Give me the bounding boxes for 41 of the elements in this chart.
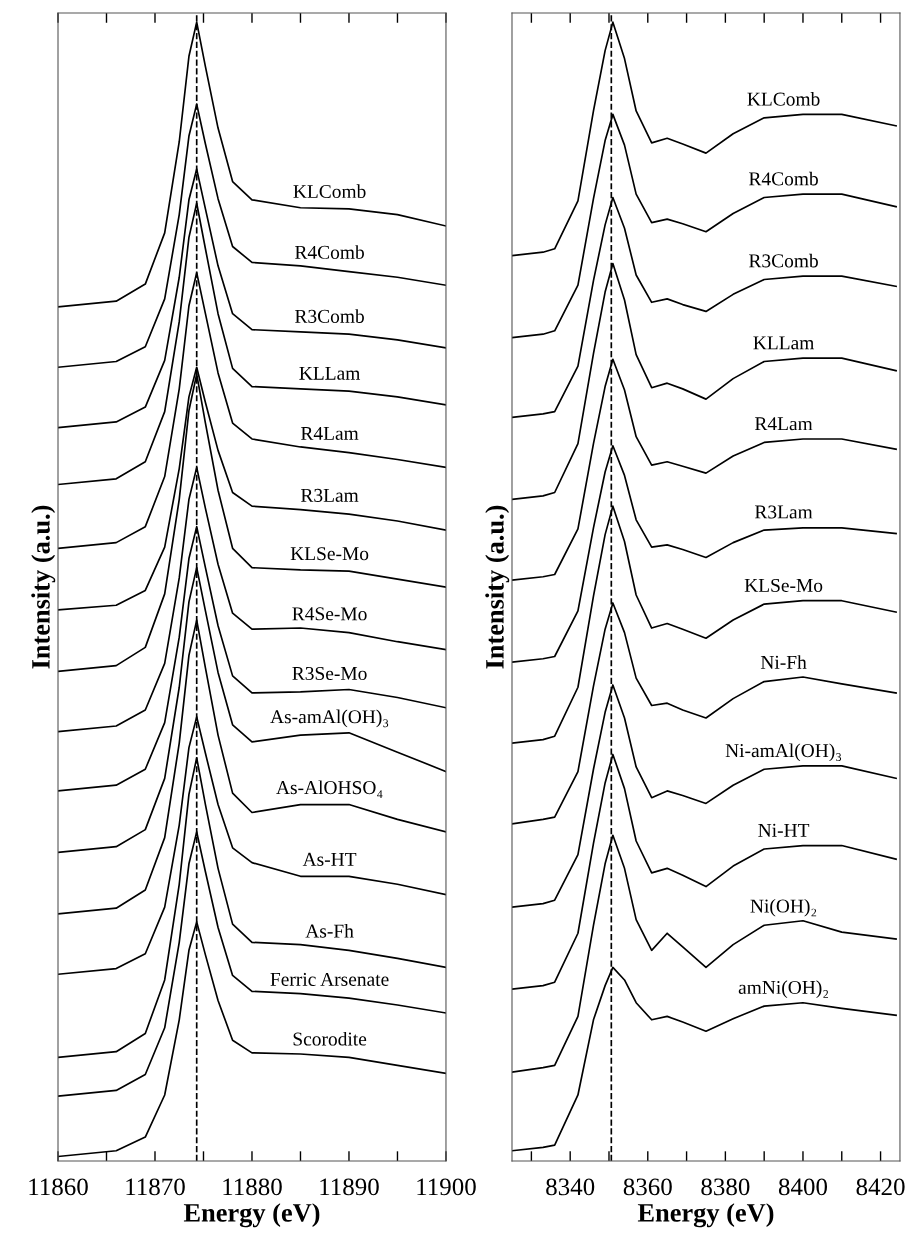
series-label: R3Lam [300,488,359,502]
series-label: Ni-amAl(OH)₃ [725,743,842,762]
x-tick-label: 8360 [623,1178,672,1196]
y-axis-title: Intensity (a.u.) [31,505,56,669]
series-label: R3Comb [295,309,364,323]
series-label: As-Fh [305,923,354,938]
x-tick-label: 11900 [417,1178,476,1196]
series-label: Scorodite [293,1031,367,1046]
series-label: As-AlOHSO₄ [276,780,383,798]
series-label: R3Lam [754,505,813,519]
series-label: Ni-HT [758,823,810,837]
x-tick-label: 8340 [546,1178,595,1196]
series-label: KLLam [299,366,361,380]
x-tick-label: 8380 [701,1178,750,1196]
series-label: KLComb [293,184,366,199]
x-tick-label: 11880 [223,1178,282,1196]
x-tick-label: 11870 [126,1178,185,1196]
x-tick-label: 8420 [856,1178,905,1196]
series-label: R3Se-Mo [292,666,367,681]
series-label: Ni(OH)₂ [750,898,817,917]
series-label: R4Comb [749,171,818,186]
x-tick-label: 11860 [29,1178,88,1196]
series-label: R4Comb [295,245,364,259]
series-label: R4Lam [300,426,359,440]
series-label: As-amAl(OH)₃ [270,709,389,728]
series-label: amNi(OH)₂ [738,980,829,998]
x-tick-label: 11890 [320,1178,379,1196]
x-tick-label: 8400 [778,1178,828,1196]
series-label: R4Se-Mo [292,607,367,621]
series-label: KLComb [747,92,820,106]
series-label: R3Comb [749,253,818,268]
series-label: Ferric Arsenate [270,972,389,986]
y-axis-title: Intensity (a.u.) [485,505,510,669]
x-axis-title: Energy (eV) [183,1203,320,1228]
x-axis-title: Energy (eV) [637,1203,774,1228]
series-label: KLSe-Mo [290,547,369,561]
series-label: KLSe-Mo [744,578,823,592]
series-label: R4Lam [754,417,813,431]
series-label: As-HT [302,852,357,866]
series-label: KLLam [753,336,815,350]
series-label: Ni-Fh [760,655,807,669]
